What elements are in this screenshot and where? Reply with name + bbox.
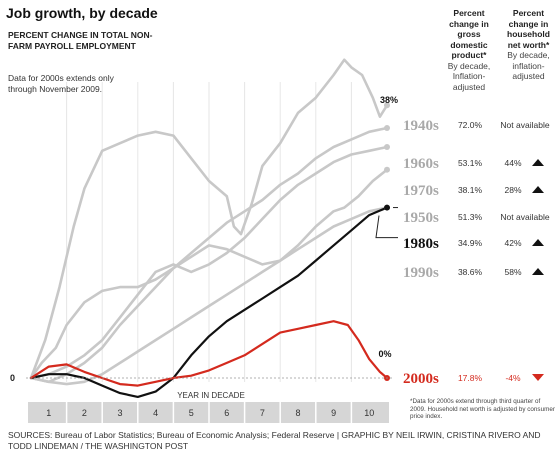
gdp-column-subtitle: By decade, Inflation-adjusted bbox=[447, 60, 491, 92]
gdp-value-1980s: 34.9% bbox=[458, 238, 483, 248]
x-axis-title: YEAR IN DECADE bbox=[177, 391, 245, 400]
end-point-1980s bbox=[384, 204, 390, 211]
x-tick-label: 6 bbox=[224, 408, 229, 418]
arrow-up-icon bbox=[532, 159, 544, 166]
x-tick-label: 2 bbox=[82, 408, 87, 418]
arrow-up-icon bbox=[532, 239, 544, 246]
x-tick-label: 1 bbox=[46, 408, 51, 418]
connector-1990s bbox=[375, 215, 398, 239]
peak-label: 38% bbox=[380, 95, 398, 105]
footnote: *Data for 2000s extend through third qua… bbox=[410, 398, 555, 420]
gdp-value-1970s: 38.1% bbox=[458, 185, 483, 195]
decade-label-1940s: 1940s bbox=[403, 118, 439, 134]
networth-value-1940s: Not available bbox=[500, 120, 549, 130]
end-point-1950s bbox=[384, 166, 390, 173]
gdp-column-header: Percent change in gross domestic product… bbox=[438, 8, 500, 92]
decade-table: 1940s 72.0% Not available 1960s 53.1% 44% 1970… bbox=[403, 118, 550, 387]
series-line-1980s bbox=[29, 206, 389, 398]
x-tick-label: 7 bbox=[260, 408, 265, 418]
end-zero-label: 0% bbox=[378, 349, 391, 359]
series-line-1970s bbox=[29, 145, 389, 380]
x-tick-label: 3 bbox=[117, 408, 122, 418]
end-point-1960s bbox=[384, 125, 390, 132]
series-line-1960s bbox=[29, 126, 389, 384]
decade-label-1980s: 1980s bbox=[403, 236, 439, 252]
networth-value-1970s: 28% bbox=[504, 185, 521, 195]
networth-column-header: Percent change in household net worth* B… bbox=[500, 8, 557, 82]
gridlines bbox=[66, 82, 352, 382]
end-point-1970s bbox=[384, 143, 390, 150]
decade-label-1950s: 1950s bbox=[403, 210, 439, 226]
networth-value-2000s: -4% bbox=[505, 373, 521, 383]
series-line-1990s bbox=[29, 206, 389, 386]
gdp-column-title: Percent change in gross domestic product… bbox=[449, 8, 489, 60]
x-tick-label: 10 bbox=[364, 408, 374, 418]
chart-note: Data for 2000s extends only through Nove… bbox=[8, 73, 114, 94]
decade-label-1960s: 1960s bbox=[403, 156, 439, 172]
chart-title: Job growth, by decade bbox=[6, 5, 158, 21]
sources: SOURCES: Bureau of Labor Statistics; Bur… bbox=[8, 430, 541, 451]
end-point-1940s bbox=[384, 102, 390, 109]
series-line-1950s bbox=[29, 168, 389, 380]
decade-label-1990s: 1990s bbox=[403, 265, 439, 281]
arrow-up-icon bbox=[532, 268, 544, 275]
x-tick-label: 8 bbox=[295, 408, 300, 418]
x-axis: YEAR IN DECADE 1 2 3 4 5 6 7 8 9 10 bbox=[26, 377, 392, 423]
gdp-value-2000s: 17.8% bbox=[458, 373, 483, 383]
x-tick-label: 9 bbox=[331, 408, 336, 418]
networth-value-1950s: Not available bbox=[500, 212, 549, 222]
gdp-value-1960s: 53.1% bbox=[458, 158, 483, 168]
networth-column-subtitle: By decade, inflation-adjusted bbox=[507, 50, 550, 81]
gdp-value-1950s: 51.3% bbox=[458, 212, 483, 222]
networth-value-1980s: 42% bbox=[504, 238, 521, 248]
gdp-value-1940s: 72.0% bbox=[458, 120, 483, 130]
series-line-1940s bbox=[29, 58, 389, 380]
arrow-down-icon bbox=[532, 374, 544, 381]
decade-label-1970s: 1970s bbox=[403, 183, 439, 199]
series-line-2000s bbox=[29, 320, 389, 387]
networth-value-1990s: 58% bbox=[504, 267, 521, 277]
arrow-up-icon bbox=[532, 186, 544, 193]
x-tick-label: 4 bbox=[153, 408, 158, 418]
zero-label: 0 bbox=[10, 373, 15, 383]
series-end-points bbox=[384, 102, 390, 381]
decade-label-2000s: 2000s bbox=[403, 371, 439, 387]
gdp-value-1990s: 38.6% bbox=[458, 267, 483, 277]
chart-subtitle: PERCENT CHANGE IN TOTAL NON-FARM PAYROLL… bbox=[8, 30, 153, 51]
networth-column-title: Percent change in household net worth* bbox=[507, 8, 550, 50]
x-tick-label: 5 bbox=[189, 408, 194, 418]
networth-value-1960s: 44% bbox=[504, 158, 521, 168]
series-lines bbox=[29, 58, 389, 398]
annotations: 0 38% 0% bbox=[10, 95, 398, 383]
